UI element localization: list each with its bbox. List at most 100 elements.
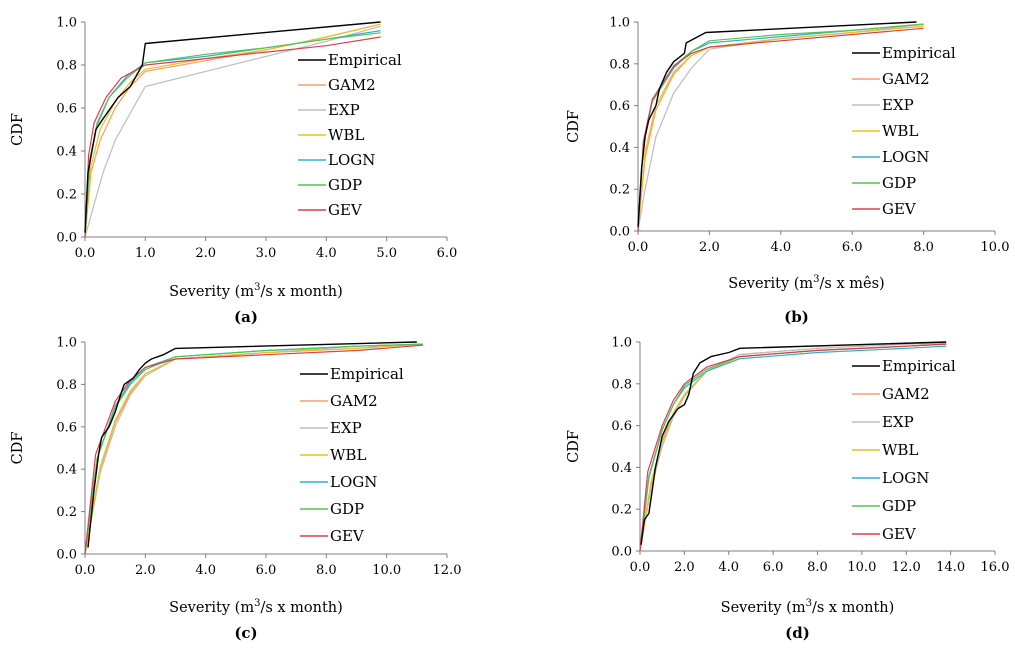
y-tick-label: 1.0 — [56, 16, 77, 31]
x-tick-label: 5.0 — [376, 246, 397, 261]
y-axis-title: CDF — [10, 432, 26, 465]
legend-label-empirical: Empirical — [882, 44, 956, 62]
x-tick-label: 0.0 — [628, 240, 649, 255]
y-tick-label: 0.0 — [56, 548, 77, 563]
legend-label-gev: GEV — [328, 201, 363, 219]
x-tick-label: 2.0 — [135, 563, 156, 578]
series-line-exp — [84, 343, 423, 555]
legend-label-logn: LOGN — [882, 148, 929, 166]
series-line-empirical — [87, 341, 417, 548]
y-tick-label: 0.4 — [56, 463, 77, 478]
y-tick-label: 0.8 — [611, 377, 632, 392]
legend-label-empirical: Empirical — [330, 365, 404, 383]
chart-panel-b: 0.0 0.2 0.4 0.6 0.8 1.0 0.0 2.0 4.0 6.0 8.0 10.0 CDF… — [566, 16, 1009, 327]
legend-label-exp: EXP — [330, 419, 362, 437]
x-axis-title: Severity (m3/s x month) — [169, 598, 343, 616]
legend-label-gam2: GAM2 — [328, 76, 376, 94]
x-tick-label: 4.0 — [718, 560, 739, 575]
legend-label-logn: LOGN — [328, 151, 375, 169]
series-line-wbl — [84, 343, 423, 555]
series-line-gev — [84, 36, 381, 238]
y-tick-label: 0.2 — [56, 188, 77, 203]
legend-label-empirical: Empirical — [882, 357, 956, 375]
legend-label-gdp: GDP — [328, 176, 362, 194]
series-line-gev — [639, 343, 947, 552]
y-axis-title: CDF — [10, 113, 26, 146]
x-tick-label: 8.0 — [913, 240, 934, 255]
legend-label-logn: LOGN — [330, 473, 377, 491]
legend-label-wbl: WBL — [330, 446, 366, 464]
y-tick-label: 0.4 — [56, 145, 77, 160]
y-tick-label: 0.6 — [609, 99, 630, 114]
y-tick-label: 0.0 — [611, 545, 632, 560]
legend-label-gev: GEV — [882, 200, 917, 218]
x-tick-label: 4.0 — [195, 563, 216, 578]
x-tick-label: 6.0 — [842, 240, 863, 255]
legend-label-empirical: Empirical — [328, 51, 402, 69]
legend-label-exp: EXP — [882, 96, 914, 114]
chart-panel-c: 0.0 0.2 0.4 0.6 0.8 1.0 0.0 2.0 4.0 6.0 8.0 10.0 12.… — [10, 336, 461, 643]
y-tick-label: 0.8 — [56, 378, 77, 393]
series-line-gdp — [637, 23, 924, 232]
panel-label: (b) — [784, 308, 809, 326]
legend-label-gev: GEV — [882, 525, 917, 543]
x-tick-label: 6.0 — [256, 563, 277, 578]
legend-label-wbl: WBL — [328, 126, 364, 144]
series-line-exp — [639, 342, 947, 552]
x-tick-label: 14.0 — [936, 560, 965, 575]
x-tick-label: 0.0 — [75, 563, 96, 578]
y-tick-label: 1.0 — [609, 16, 630, 31]
x-axis-title: Severity (m3/s x mês) — [728, 274, 884, 292]
legend-label-gam2: GAM2 — [882, 385, 930, 403]
x-tick-label: 2.0 — [674, 560, 695, 575]
series-line-empirical — [637, 21, 917, 227]
chart-panel-a: 0.0 0.2 0.4 0.6 0.8 1.0 0.0 1.0 2.0 3.0 4.0 5.0 6.0 C… — [10, 16, 457, 327]
y-axis-title: CDF — [566, 430, 582, 463]
y-axis-title: CDF — [566, 110, 582, 143]
series-line-empirical — [84, 21, 381, 233]
legend-label-wbl: WBL — [882, 441, 918, 459]
series-line-empirical — [640, 341, 947, 545]
series-line-wbl — [637, 25, 924, 232]
legend-label-gdp: GDP — [882, 174, 916, 192]
y-tick-label: 0.8 — [609, 57, 630, 72]
legend-label-gdp: GDP — [330, 500, 364, 518]
series-line-gdp — [84, 343, 423, 555]
x-tick-label: 10.0 — [981, 240, 1010, 255]
panel-label: (a) — [234, 308, 258, 326]
y-tick-label: 0.6 — [611, 419, 632, 434]
series-line-exp — [637, 23, 924, 232]
x-tick-label: 12.0 — [433, 563, 462, 578]
legend-label-gam2: GAM2 — [882, 70, 930, 88]
x-tick-label: 6.0 — [437, 246, 458, 261]
x-tick-label: 0.0 — [630, 560, 651, 575]
legend-label-gam2: GAM2 — [330, 392, 378, 410]
legend-label-gdp: GDP — [882, 497, 916, 515]
series-line-logn — [637, 23, 924, 232]
x-tick-label: 10.0 — [847, 560, 876, 575]
y-tick-label: 0.0 — [609, 225, 630, 240]
x-tick-label: 1.0 — [135, 246, 156, 261]
legend-label-exp: EXP — [328, 101, 360, 119]
x-tick-label: 6.0 — [763, 560, 784, 575]
x-tick-label: 10.0 — [372, 563, 401, 578]
x-axis-title: Severity (m3/s x month) — [169, 282, 343, 300]
y-tick-label: 0.2 — [611, 503, 632, 518]
x-tick-label: 4.0 — [770, 240, 791, 255]
y-tick-label: 1.0 — [56, 336, 77, 351]
chart-panel-d: 0.0 0.2 0.4 0.6 0.8 1.0 0.0 2.0 4.0 6.0 8.0 10.0 12.… — [566, 336, 1009, 643]
y-tick-label: 0.6 — [56, 102, 77, 117]
legend-label-gev: GEV — [330, 527, 365, 545]
series-line-gev — [637, 27, 924, 232]
x-tick-label: 12.0 — [892, 560, 921, 575]
legend-label-exp: EXP — [882, 413, 914, 431]
y-tick-label: 1.0 — [611, 336, 632, 351]
y-tick-label: 0.2 — [609, 183, 630, 198]
y-tick-label: 0.4 — [609, 141, 630, 156]
y-tick-label: 0.8 — [56, 59, 77, 74]
x-tick-label: 16.0 — [981, 560, 1010, 575]
y-tick-label: 0.0 — [56, 231, 77, 246]
x-tick-label: 3.0 — [256, 246, 277, 261]
x-axis-title: Severity (m3/s x month) — [721, 598, 895, 616]
